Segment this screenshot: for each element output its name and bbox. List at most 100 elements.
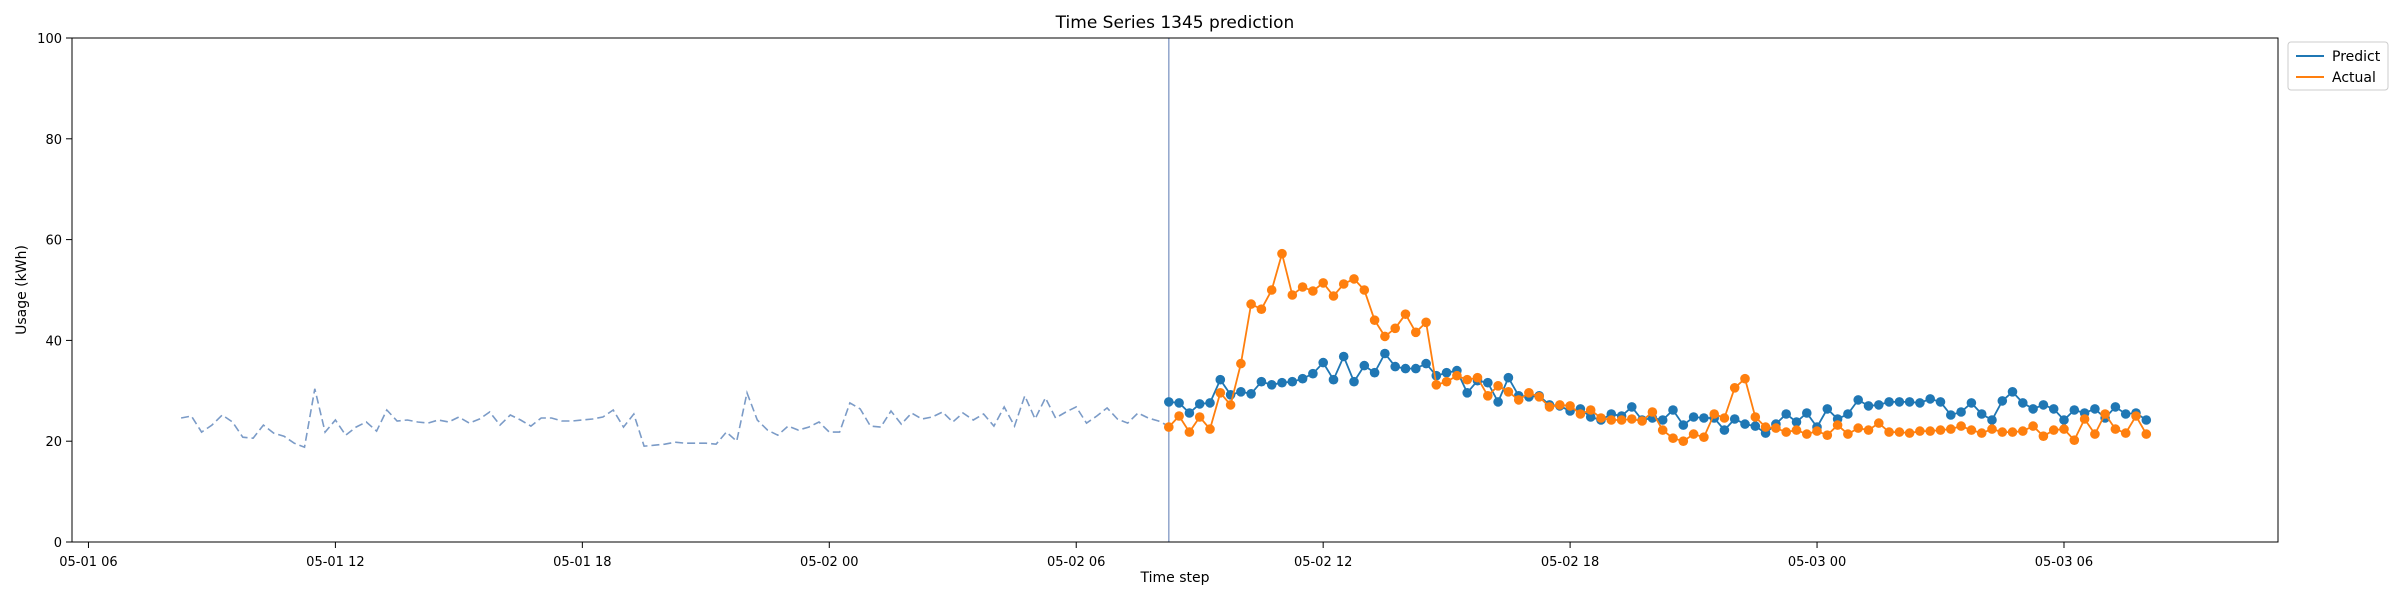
data-point-actual — [1205, 424, 1215, 434]
data-point-actual — [1297, 282, 1308, 292]
data-point-actual — [1411, 327, 1421, 338]
data-point-actual — [1534, 392, 1544, 402]
data-point-actual — [1524, 388, 1534, 398]
data-point-actual — [1287, 290, 1298, 300]
data-point-actual — [1647, 407, 1658, 417]
data-point-predict — [1976, 409, 1987, 419]
data-point-predict — [1184, 408, 1195, 418]
data-point-actual — [1853, 423, 1863, 433]
history-line — [180, 388, 1170, 449]
data-point-actual — [1904, 428, 1915, 438]
data-point-predict — [1297, 373, 1308, 384]
x-tick-label: 05-02 18 — [1541, 555, 1599, 570]
data-point-actual — [1266, 285, 1277, 295]
data-point-predict — [1657, 415, 1668, 425]
data-point-actual — [1349, 274, 1359, 284]
data-point-actual — [1452, 370, 1462, 381]
data-point-actual — [1832, 420, 1843, 430]
data-point-actual — [1802, 429, 1812, 439]
data-point-predict — [2069, 405, 2080, 415]
data-point-actual — [1184, 427, 1195, 437]
data-point-predict — [1822, 404, 1833, 414]
y-tick-label: 60 — [45, 234, 62, 249]
data-point-actual — [1668, 433, 1678, 444]
data-point-actual — [1740, 373, 1750, 384]
data-point-predict — [2048, 404, 2059, 414]
data-point-actual — [1709, 409, 1719, 419]
data-point-predict — [1318, 357, 1328, 368]
data-point-actual — [1431, 380, 1442, 390]
data-point-predict — [1894, 397, 1905, 407]
data-point-actual — [1956, 421, 1966, 431]
data-point-actual — [1483, 391, 1493, 401]
data-point-actual — [1164, 422, 1174, 432]
data-point-predict — [1946, 410, 1956, 420]
data-point-actual — [2048, 425, 2059, 435]
data-point-actual — [1390, 323, 1400, 334]
y-axis-label: Usage (kWh) — [14, 245, 30, 335]
data-point-actual — [1791, 425, 1802, 435]
data-point-actual — [1750, 412, 1761, 422]
data-point-predict — [1997, 396, 2008, 406]
data-point-actual — [1400, 309, 1411, 320]
data-point-actual — [1308, 286, 1318, 296]
data-point-predict — [1359, 360, 1370, 371]
data-point-predict — [1421, 358, 1431, 369]
y-tick-label: 80 — [45, 133, 62, 148]
data-point-actual — [1174, 411, 1184, 421]
data-point-actual — [1318, 278, 1328, 288]
data-point-actual — [1462, 374, 1472, 385]
data-point-predict — [1719, 425, 1730, 435]
series-actual — [1164, 248, 2152, 447]
data-point-actual — [1812, 426, 1822, 436]
data-point-actual — [1966, 425, 1977, 435]
data-point-actual — [1513, 395, 1524, 405]
x-tick-label: 05-03 06 — [2035, 555, 2093, 570]
data-point-actual — [1277, 248, 1287, 259]
data-point-actual — [1657, 425, 1668, 435]
x-axis-label: Time step — [1140, 570, 1210, 586]
data-point-actual — [2007, 427, 2018, 437]
data-point-predict — [1915, 398, 1925, 408]
data-point-actual — [1729, 383, 1740, 393]
data-point-predict — [1987, 415, 1997, 425]
data-point-actual — [1987, 424, 1997, 434]
data-point-predict — [1802, 408, 1812, 418]
data-point-actual — [1585, 405, 1596, 415]
data-point-predict — [1369, 367, 1380, 378]
data-point-predict — [2038, 400, 2049, 410]
data-point-predict — [1174, 398, 1184, 408]
data-point-actual — [1678, 436, 1689, 447]
data-point-predict — [1884, 397, 1894, 407]
data-point-actual — [2120, 428, 2131, 438]
plot-area — [72, 38, 2278, 542]
data-point-predict — [1493, 397, 1503, 407]
data-point-predict — [1328, 374, 1339, 385]
data-point-predict — [1956, 407, 1966, 417]
data-point-predict — [1287, 376, 1298, 387]
x-tick-label: 05-02 00 — [800, 555, 858, 570]
data-point-predict — [1215, 374, 1226, 385]
data-point-predict — [1277, 377, 1287, 388]
data-point-predict — [1729, 414, 1740, 424]
y-tick-label: 100 — [37, 32, 62, 47]
data-point-actual — [1915, 426, 1925, 436]
data-point-actual — [1884, 427, 1894, 437]
data-point-actual — [1338, 279, 1349, 289]
data-point-actual — [1565, 401, 1575, 411]
x-tick-label: 05-02 06 — [1047, 555, 1105, 570]
data-point-actual — [1472, 372, 1483, 383]
data-point-actual — [1359, 285, 1370, 295]
data-point-predict — [1503, 372, 1514, 383]
data-point-predict — [1164, 397, 1174, 407]
data-point-actual — [1843, 429, 1853, 439]
legend-label-actual: Actual — [2332, 70, 2376, 86]
data-point-actual — [1246, 299, 1256, 309]
data-point-actual — [1822, 430, 1833, 441]
data-point-actual — [1935, 425, 1946, 435]
data-point-actual — [2028, 421, 2038, 431]
data-point-predict — [2007, 387, 2018, 397]
data-point-predict — [1256, 376, 1267, 387]
data-point-predict — [1441, 367, 1452, 378]
data-point-actual — [1544, 402, 1555, 412]
